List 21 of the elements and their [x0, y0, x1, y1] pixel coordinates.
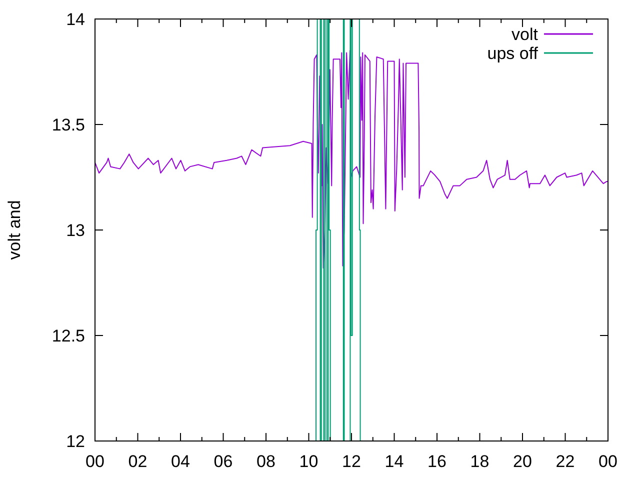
x-tick-label: 06: [214, 452, 233, 471]
x-tick-label: 08: [256, 452, 276, 471]
x-tick-label: 02: [128, 452, 148, 471]
y-tick-label: 12: [66, 432, 85, 451]
y-tick-label: 13: [66, 221, 85, 240]
legend-label: ups off: [487, 44, 538, 63]
y-tick-label: 12.5: [52, 326, 85, 346]
x-tick-label: 20: [513, 452, 532, 471]
x-tick-label: 00: [86, 452, 104, 471]
legend-label: volt: [512, 25, 538, 44]
x-tick-label: 18: [470, 452, 490, 471]
x-tick-label: 04: [171, 452, 190, 471]
x-tick-label: 10: [299, 452, 318, 471]
y-tick-label: 14: [66, 10, 85, 29]
x-tick-label: 22: [556, 452, 575, 471]
x-tick-label: 14: [384, 452, 404, 471]
x-tick-label: 00: [598, 452, 618, 471]
y-tick-label: 13.5: [52, 116, 85, 134]
y-axis-title: volt and: [5, 200, 24, 260]
x-tick-label: 12: [342, 452, 361, 471]
x-tick-label: 16: [428, 452, 446, 471]
